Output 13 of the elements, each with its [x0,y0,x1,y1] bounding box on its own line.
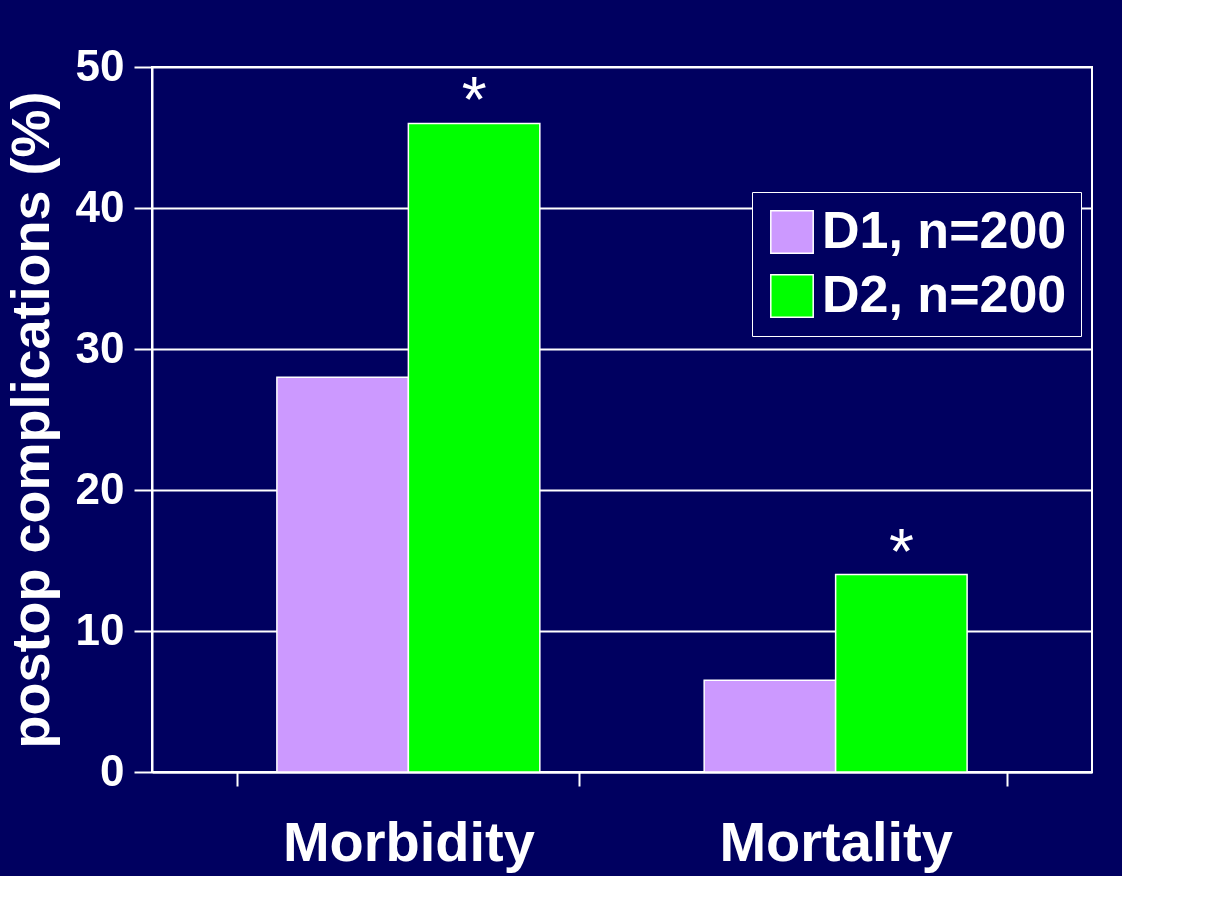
y-tick-label: 50 [75,40,125,90]
legend-label: D1, n=200 [822,201,1067,259]
annotation: * [888,515,914,588]
x-tick-label: Mortality [719,809,953,873]
y-tick-label: 0 [100,745,125,795]
y-tick-label: 10 [75,604,125,654]
y-axis-title: postop complications (%) [0,91,60,749]
y-tick-label: 30 [75,322,125,372]
x-tick-label: Morbidity [282,809,535,873]
y-tick-label: 40 [75,181,125,231]
annotation: * [461,64,487,137]
y-tick-label: 20 [75,463,125,513]
legend-label: D2, n=200 [822,265,1067,323]
